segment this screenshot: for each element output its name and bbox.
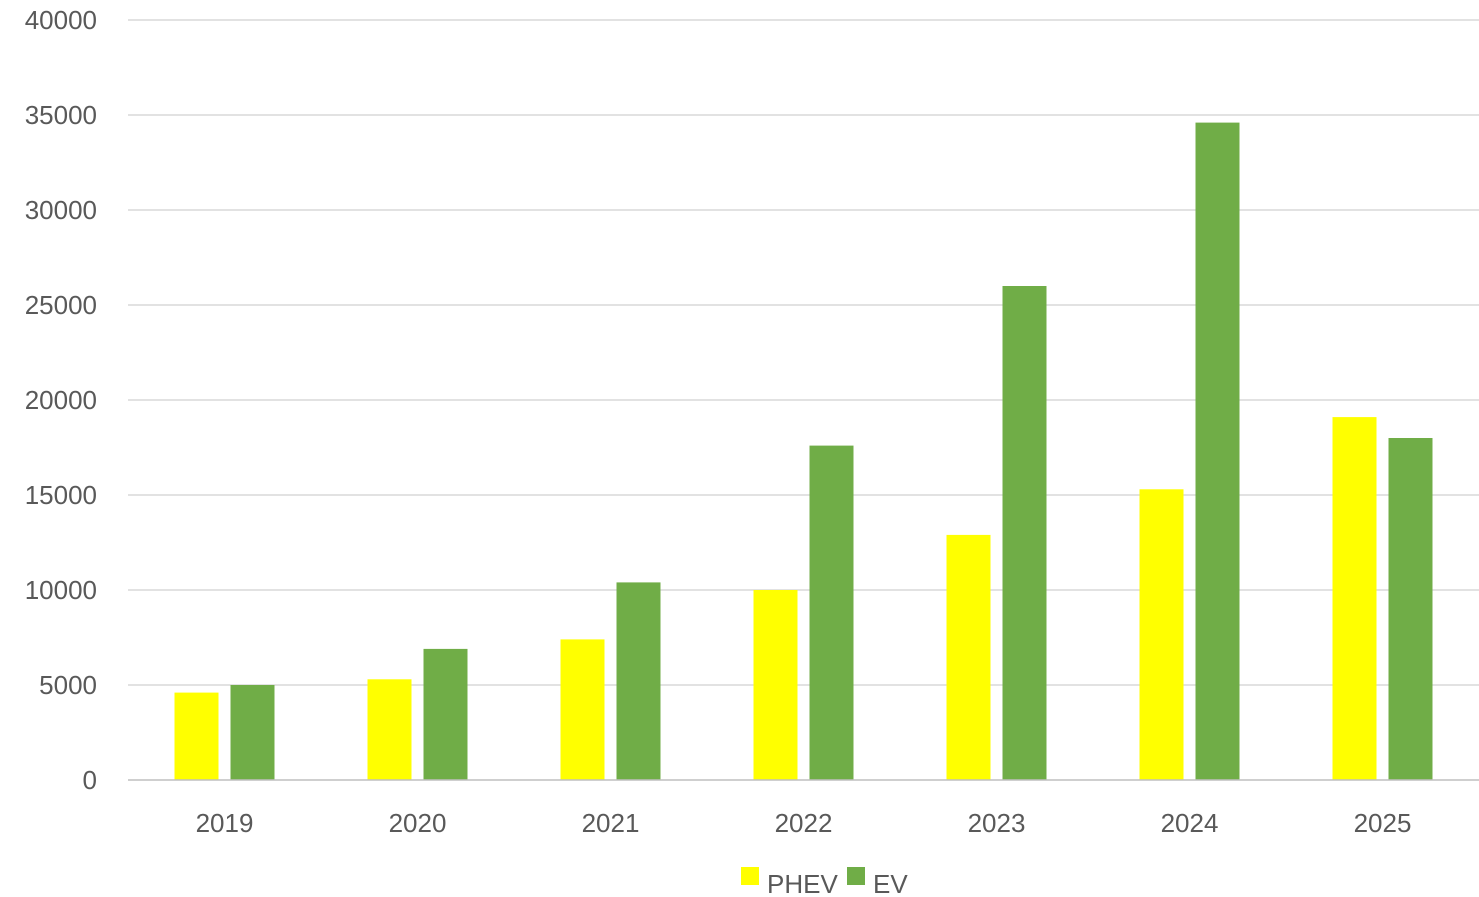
legend-label: PHEV	[767, 869, 838, 897]
bar-phev-2020	[367, 679, 412, 780]
bar-phev-2021	[560, 639, 605, 780]
y-tick-label: 40000	[25, 5, 97, 35]
x-tick-label: 2022	[775, 808, 833, 838]
y-tick-label: 20000	[25, 385, 97, 415]
y-tick-label: 5000	[39, 670, 97, 700]
x-tick-label: 2021	[582, 808, 640, 838]
bars	[174, 122, 1433, 781]
x-tick-label: 2019	[196, 808, 254, 838]
bar-ev-2024	[1195, 122, 1240, 781]
bar-ev-2020	[423, 648, 468, 780]
legend: PHEV EV	[741, 867, 908, 897]
y-tick-label: 15000	[25, 480, 97, 510]
y-tick-label: 10000	[25, 575, 97, 605]
x-tick-label: 2020	[389, 808, 447, 838]
y-axis-tick-labels: 0 5000 10000 15000 20000 25000 30000 35000 40000	[25, 5, 97, 795]
bar-phev-2023	[946, 534, 991, 780]
bar-phev-2019	[174, 692, 219, 780]
x-tick-label: 2024	[1161, 808, 1219, 838]
bar-ev-2019	[230, 685, 275, 780]
gridlines	[128, 19, 1479, 686]
legend-swatch	[741, 867, 759, 885]
legend-label: EV	[873, 869, 908, 897]
y-tick-label: 30000	[25, 195, 97, 225]
legend-swatch	[847, 867, 865, 885]
x-tick-label: 2023	[968, 808, 1026, 838]
x-tick-label: 2025	[1354, 808, 1412, 838]
y-tick-label: 0	[83, 765, 97, 795]
x-axis-tick-labels: 2019 2020 2021 2022 2023 2024 2025	[196, 808, 1412, 838]
bar-ev-2022	[809, 445, 854, 780]
bar-ev-2025	[1388, 438, 1433, 780]
bar-phev-2022	[753, 590, 798, 780]
legend-item-phev: PHEV	[741, 867, 838, 897]
bar-phev-2024	[1139, 489, 1184, 780]
y-tick-label: 25000	[25, 290, 97, 320]
legend-item-ev: EV	[847, 867, 908, 897]
bar-phev-2025	[1332, 417, 1377, 780]
bar-ev-2021	[616, 582, 661, 780]
y-tick-label: 35000	[25, 100, 97, 130]
bar-ev-2023	[1002, 286, 1047, 780]
